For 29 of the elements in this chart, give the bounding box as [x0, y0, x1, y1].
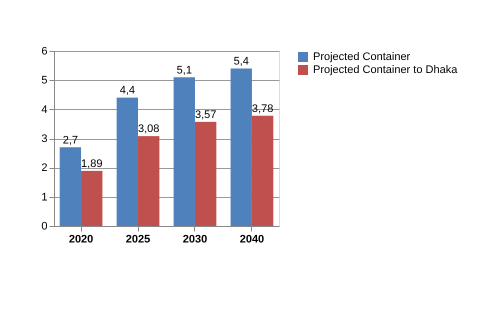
y-tick-label: 6	[41, 46, 48, 58]
bar	[81, 170, 102, 226]
data-label: 5,4	[234, 56, 249, 68]
data-label: 4,4	[120, 84, 135, 97]
bar	[138, 136, 160, 226]
bar	[60, 147, 82, 226]
data-label: 3,57	[194, 108, 216, 121]
x-tick-label: 2020	[68, 234, 94, 246]
bar	[174, 77, 195, 226]
y-tick-label: 2	[41, 162, 48, 174]
bar	[116, 98, 138, 226]
y-tick-label: 5	[41, 74, 48, 87]
x-tick-label: 2030	[182, 234, 208, 246]
bar	[252, 116, 274, 226]
y-tick-label: 1	[41, 191, 48, 204]
data-label: 5,1	[176, 64, 192, 76]
y-tick-label: 4	[41, 104, 48, 116]
data-label: 3,08	[138, 123, 160, 136]
legend-label: Projected Container	[313, 51, 411, 63]
y-tick-label: 0	[41, 220, 48, 232]
x-tick-label: 2040	[240, 234, 264, 246]
bar	[194, 122, 216, 226]
legend-label: Projected Container to Dhaka	[313, 64, 458, 76]
x-tick-label: 2025	[126, 234, 150, 246]
bar	[230, 68, 252, 226]
data-label: 3,78	[252, 102, 274, 115]
y-tick-label: 3	[41, 133, 48, 145]
data-label: 1,89	[81, 158, 102, 170]
data-label: 2,7	[62, 134, 78, 146]
